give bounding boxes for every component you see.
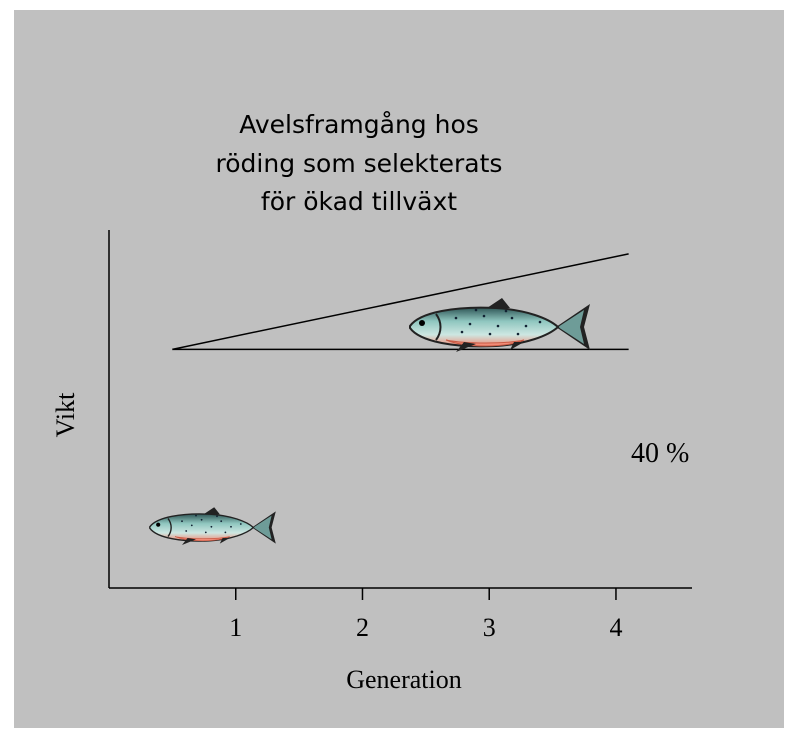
percent-annotation: 40 % [631, 438, 689, 469]
x-tick-label-3: 3 [483, 613, 496, 642]
chart-panel: Avelsframgång hos röding som selekterats… [14, 10, 784, 728]
large-fish-icon [409, 297, 591, 353]
chart-title-line-1: Avelsframgång hos [239, 110, 479, 139]
selected-growth-line [172, 253, 629, 351]
chart-svg: Avelsframgång hos röding som selekterats… [51, 110, 692, 694]
x-axis-label: Generation [346, 665, 462, 694]
y-axis-label: Vikt [51, 392, 80, 437]
x-tick-label-1: 1 [229, 613, 242, 642]
chart-title-line-3: för ökad tillväxt [261, 187, 457, 216]
x-ticks: 1 2 3 4 [229, 588, 622, 642]
chart-title-line-2: röding som selekterats [216, 149, 503, 178]
x-tick-label-2: 2 [356, 613, 369, 642]
x-tick-label-4: 4 [609, 613, 622, 642]
series-lines [172, 253, 629, 351]
small-fish-icon [149, 506, 277, 546]
